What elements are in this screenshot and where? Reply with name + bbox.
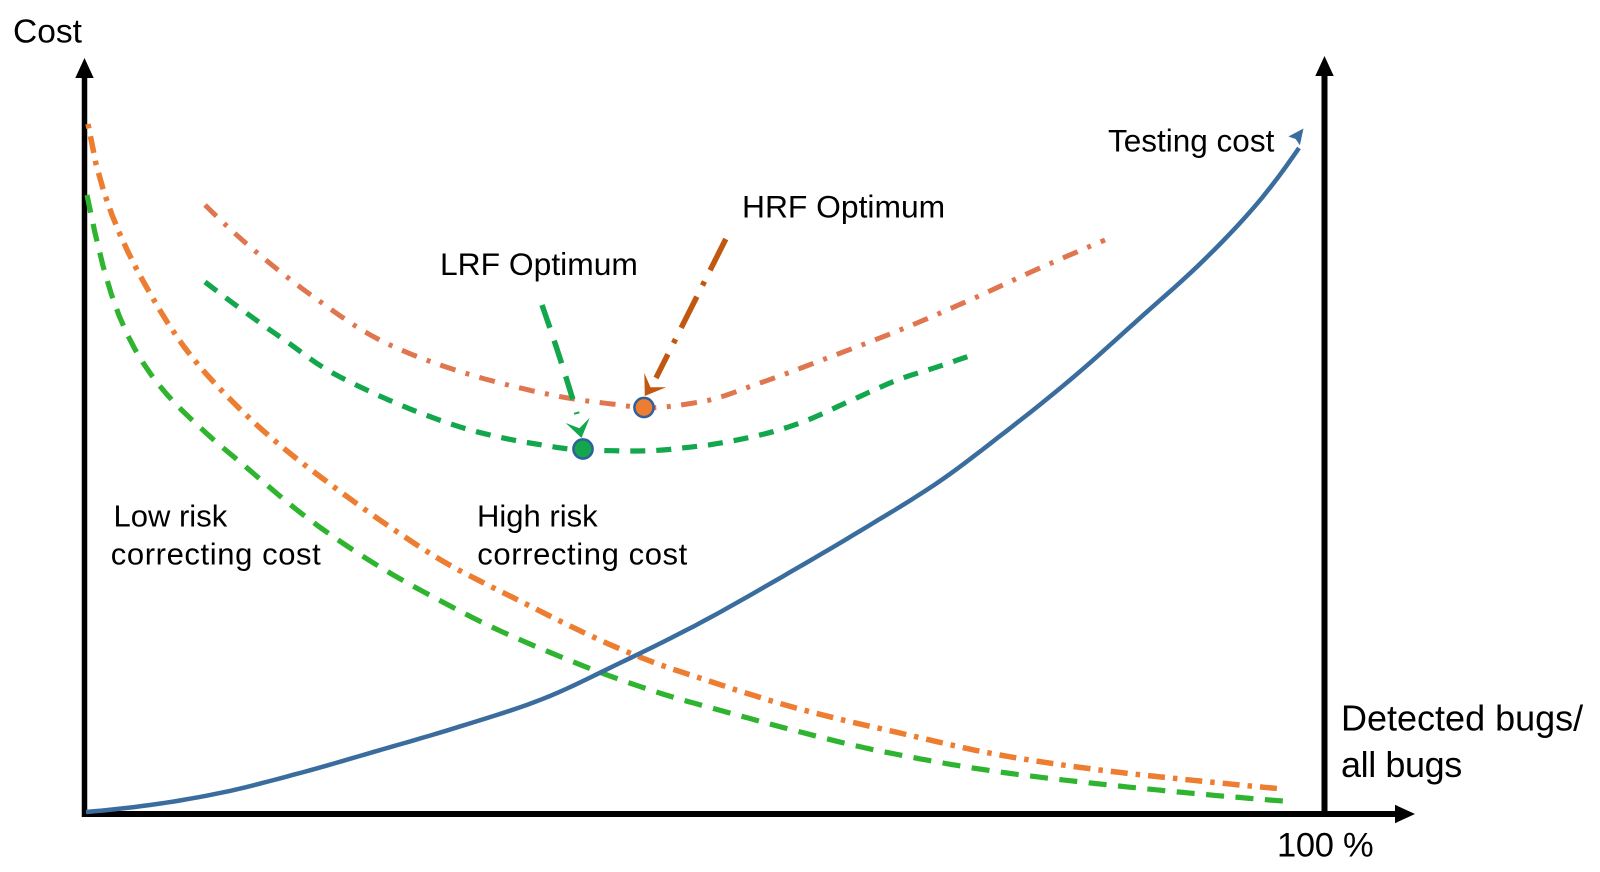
svg-text:Testing cost: Testing cost [1108,123,1275,159]
svg-text:Low risk: Low risk [114,498,228,533]
svg-text:correcting cost: correcting cost [477,536,688,571]
svg-text:Cost: Cost [13,14,83,51]
svg-text:HRF Optimum: HRF Optimum [742,189,945,225]
svg-text:correcting cost: correcting cost [111,536,322,571]
svg-text:LRF Optimum: LRF Optimum [440,246,638,282]
svg-text:High risk: High risk [477,498,598,533]
svg-text:100 %: 100 % [1277,827,1373,865]
svg-text:all bugs: all bugs [1341,744,1462,785]
svg-text:Detected bugs/: Detected bugs/ [1341,698,1583,739]
